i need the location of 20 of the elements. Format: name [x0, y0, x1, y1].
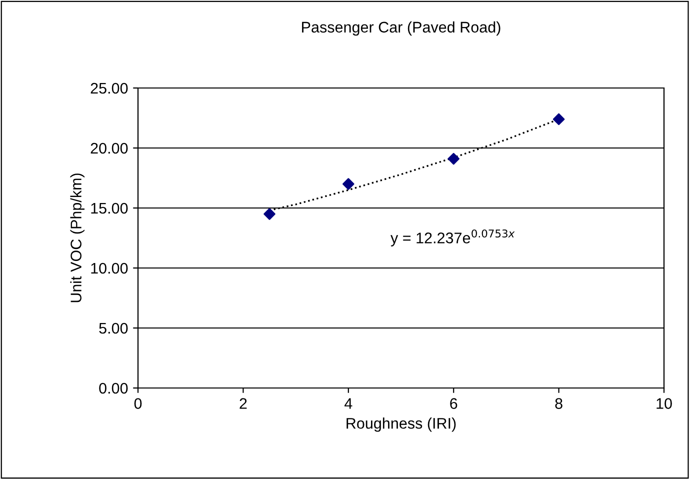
x-tick-label: 2 — [240, 398, 247, 409]
y-tick-label: 15.00 — [91, 202, 128, 214]
y-tick-label: 5.00 — [99, 322, 128, 334]
y-axis-title: Unit VOC (Php/km) — [70, 174, 84, 302]
point — [552, 113, 565, 126]
point — [448, 152, 460, 165]
y-tick-label: 0.00 — [99, 382, 128, 394]
x-tick-label: 0 — [134, 398, 142, 409]
x-tick-label: 4 — [344, 398, 352, 409]
point — [342, 178, 354, 190]
x-tick-label: 10 — [656, 398, 672, 409]
x-tick-label: 6 — [450, 398, 458, 409]
y-tick-label: 25.00 — [90, 82, 128, 94]
x-axis-title: Roughness (IRI) — [346, 418, 456, 432]
y-tick-label: 20.00 — [90, 142, 128, 154]
annotation: y = 12.237e$^{0.0753x}$ — [390, 229, 515, 246]
x-tick-label: 8 — [555, 398, 562, 409]
point — [264, 208, 276, 220]
y-tick-label: 10.00 — [91, 262, 128, 274]
chart-title: Passenger Car (Paved Road) — [302, 21, 500, 36]
